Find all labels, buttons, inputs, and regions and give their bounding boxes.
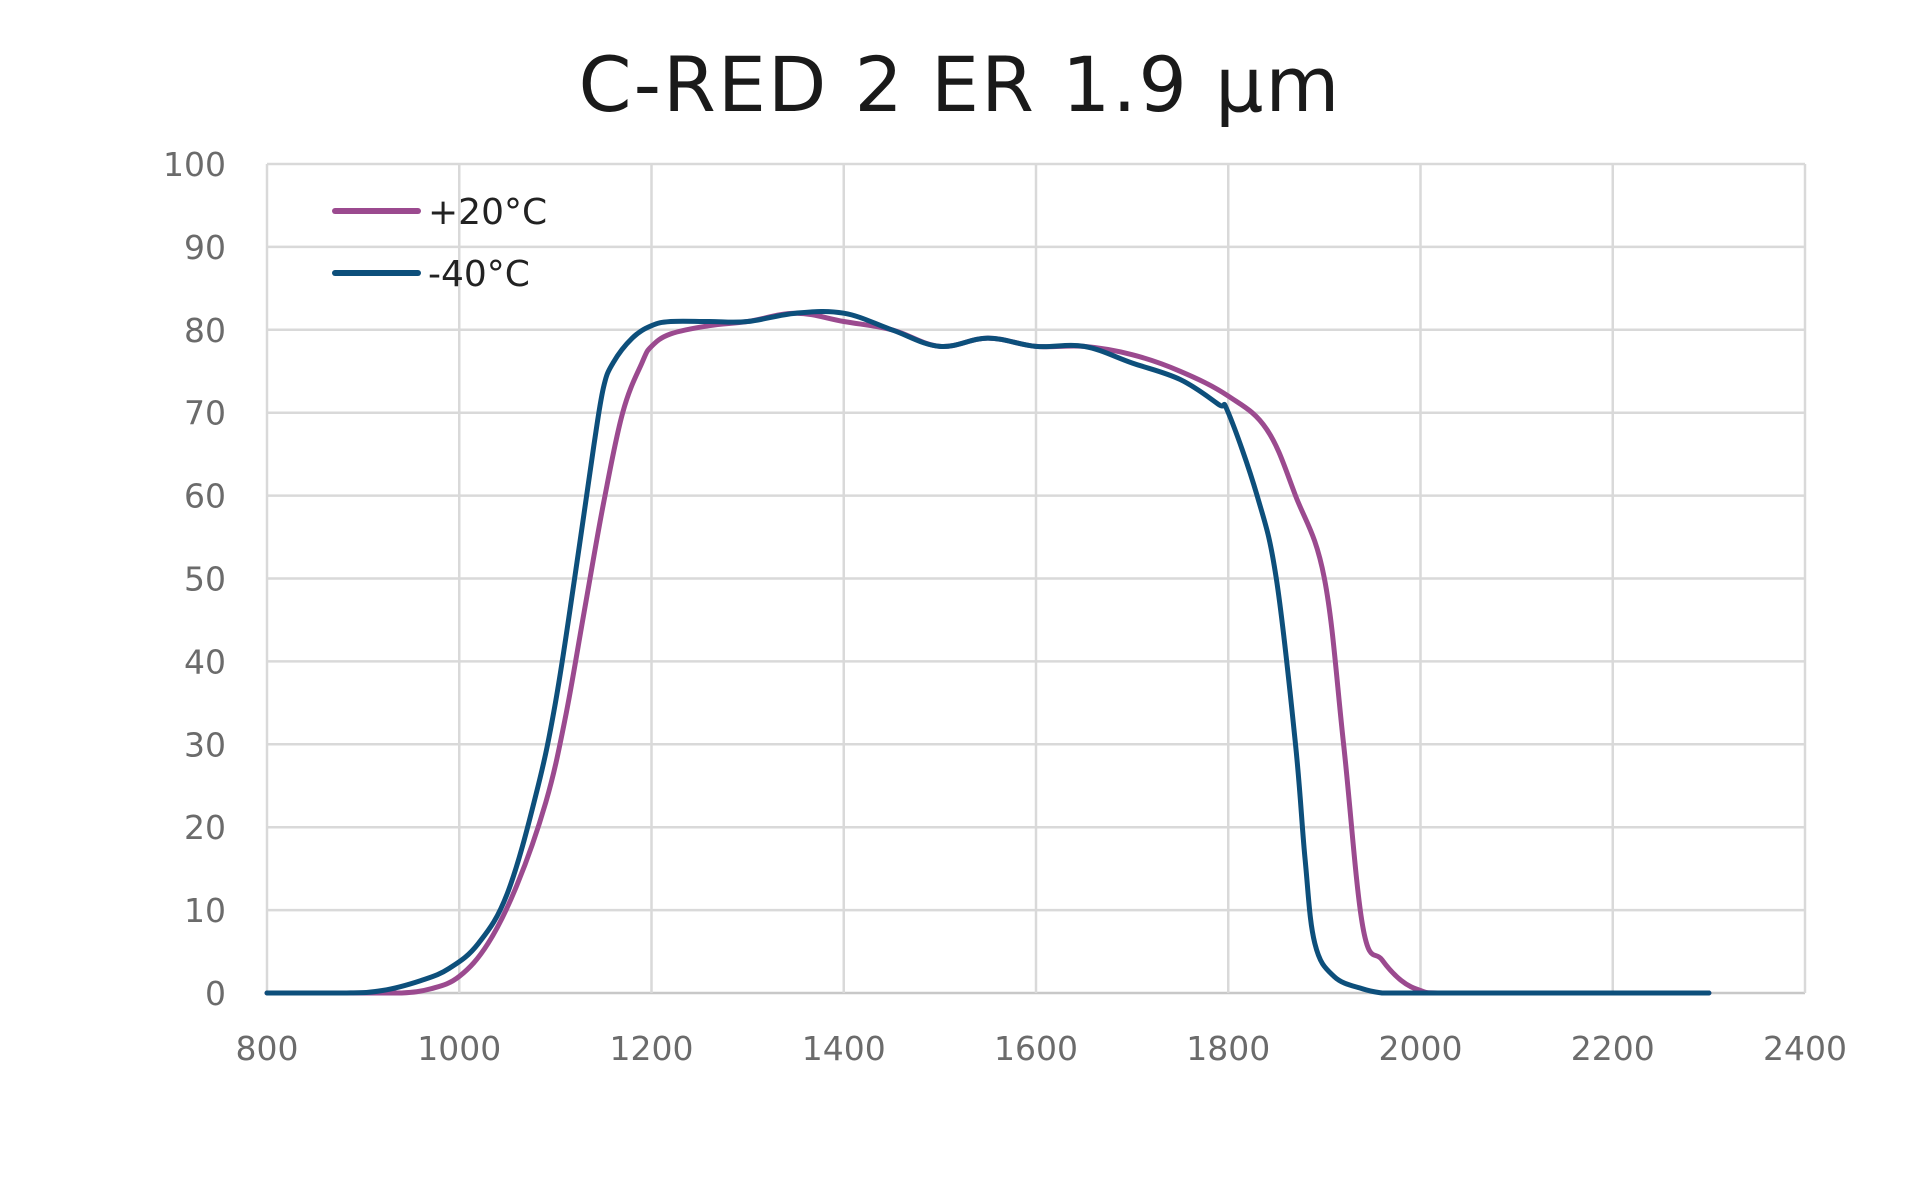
legend: +20°C -40°C [332,192,547,295]
axis-tick-labels: 0 10 20 30 40 50 60 70 80 90 100 800 1000 1200 1400 160… [163,145,1847,1068]
series-line-1 [264,308,1712,996]
x-tick-label: 1000 [417,1029,501,1068]
y-tick-label: 20 [184,808,226,847]
y-tick-label: 50 [184,560,226,599]
y-tick-label: 80 [184,311,226,350]
x-tick-label: 2000 [1379,1029,1463,1068]
y-tick-label: 90 [184,228,226,267]
y-tick-label: 0 [205,974,226,1013]
x-tick-label: 2400 [1763,1029,1847,1068]
y-tick-label: 30 [184,725,226,764]
chart-title: C-RED 2 ER 1.9 µm [578,40,1342,129]
series-line-0 [264,310,1712,996]
x-tick-label: 800 [236,1029,299,1068]
y-tick-label: 100 [163,145,226,184]
y-tick-label: 40 [184,642,226,681]
series-lines [264,308,1712,996]
x-tick-label: 1600 [994,1029,1078,1068]
legend-label-0: +20°C [428,192,547,233]
x-tick-label: 1200 [610,1029,694,1068]
x-tick-label: 2200 [1571,1029,1655,1068]
grid [265,162,1807,995]
x-tick-label: 1400 [802,1029,886,1068]
y-tick-label: 10 [184,891,226,930]
x-tick-label: 1800 [1186,1029,1270,1068]
y-tick-label: 60 [184,477,226,516]
legend-label-1: -40°C [428,254,530,295]
y-tick-label: 70 [184,394,226,433]
